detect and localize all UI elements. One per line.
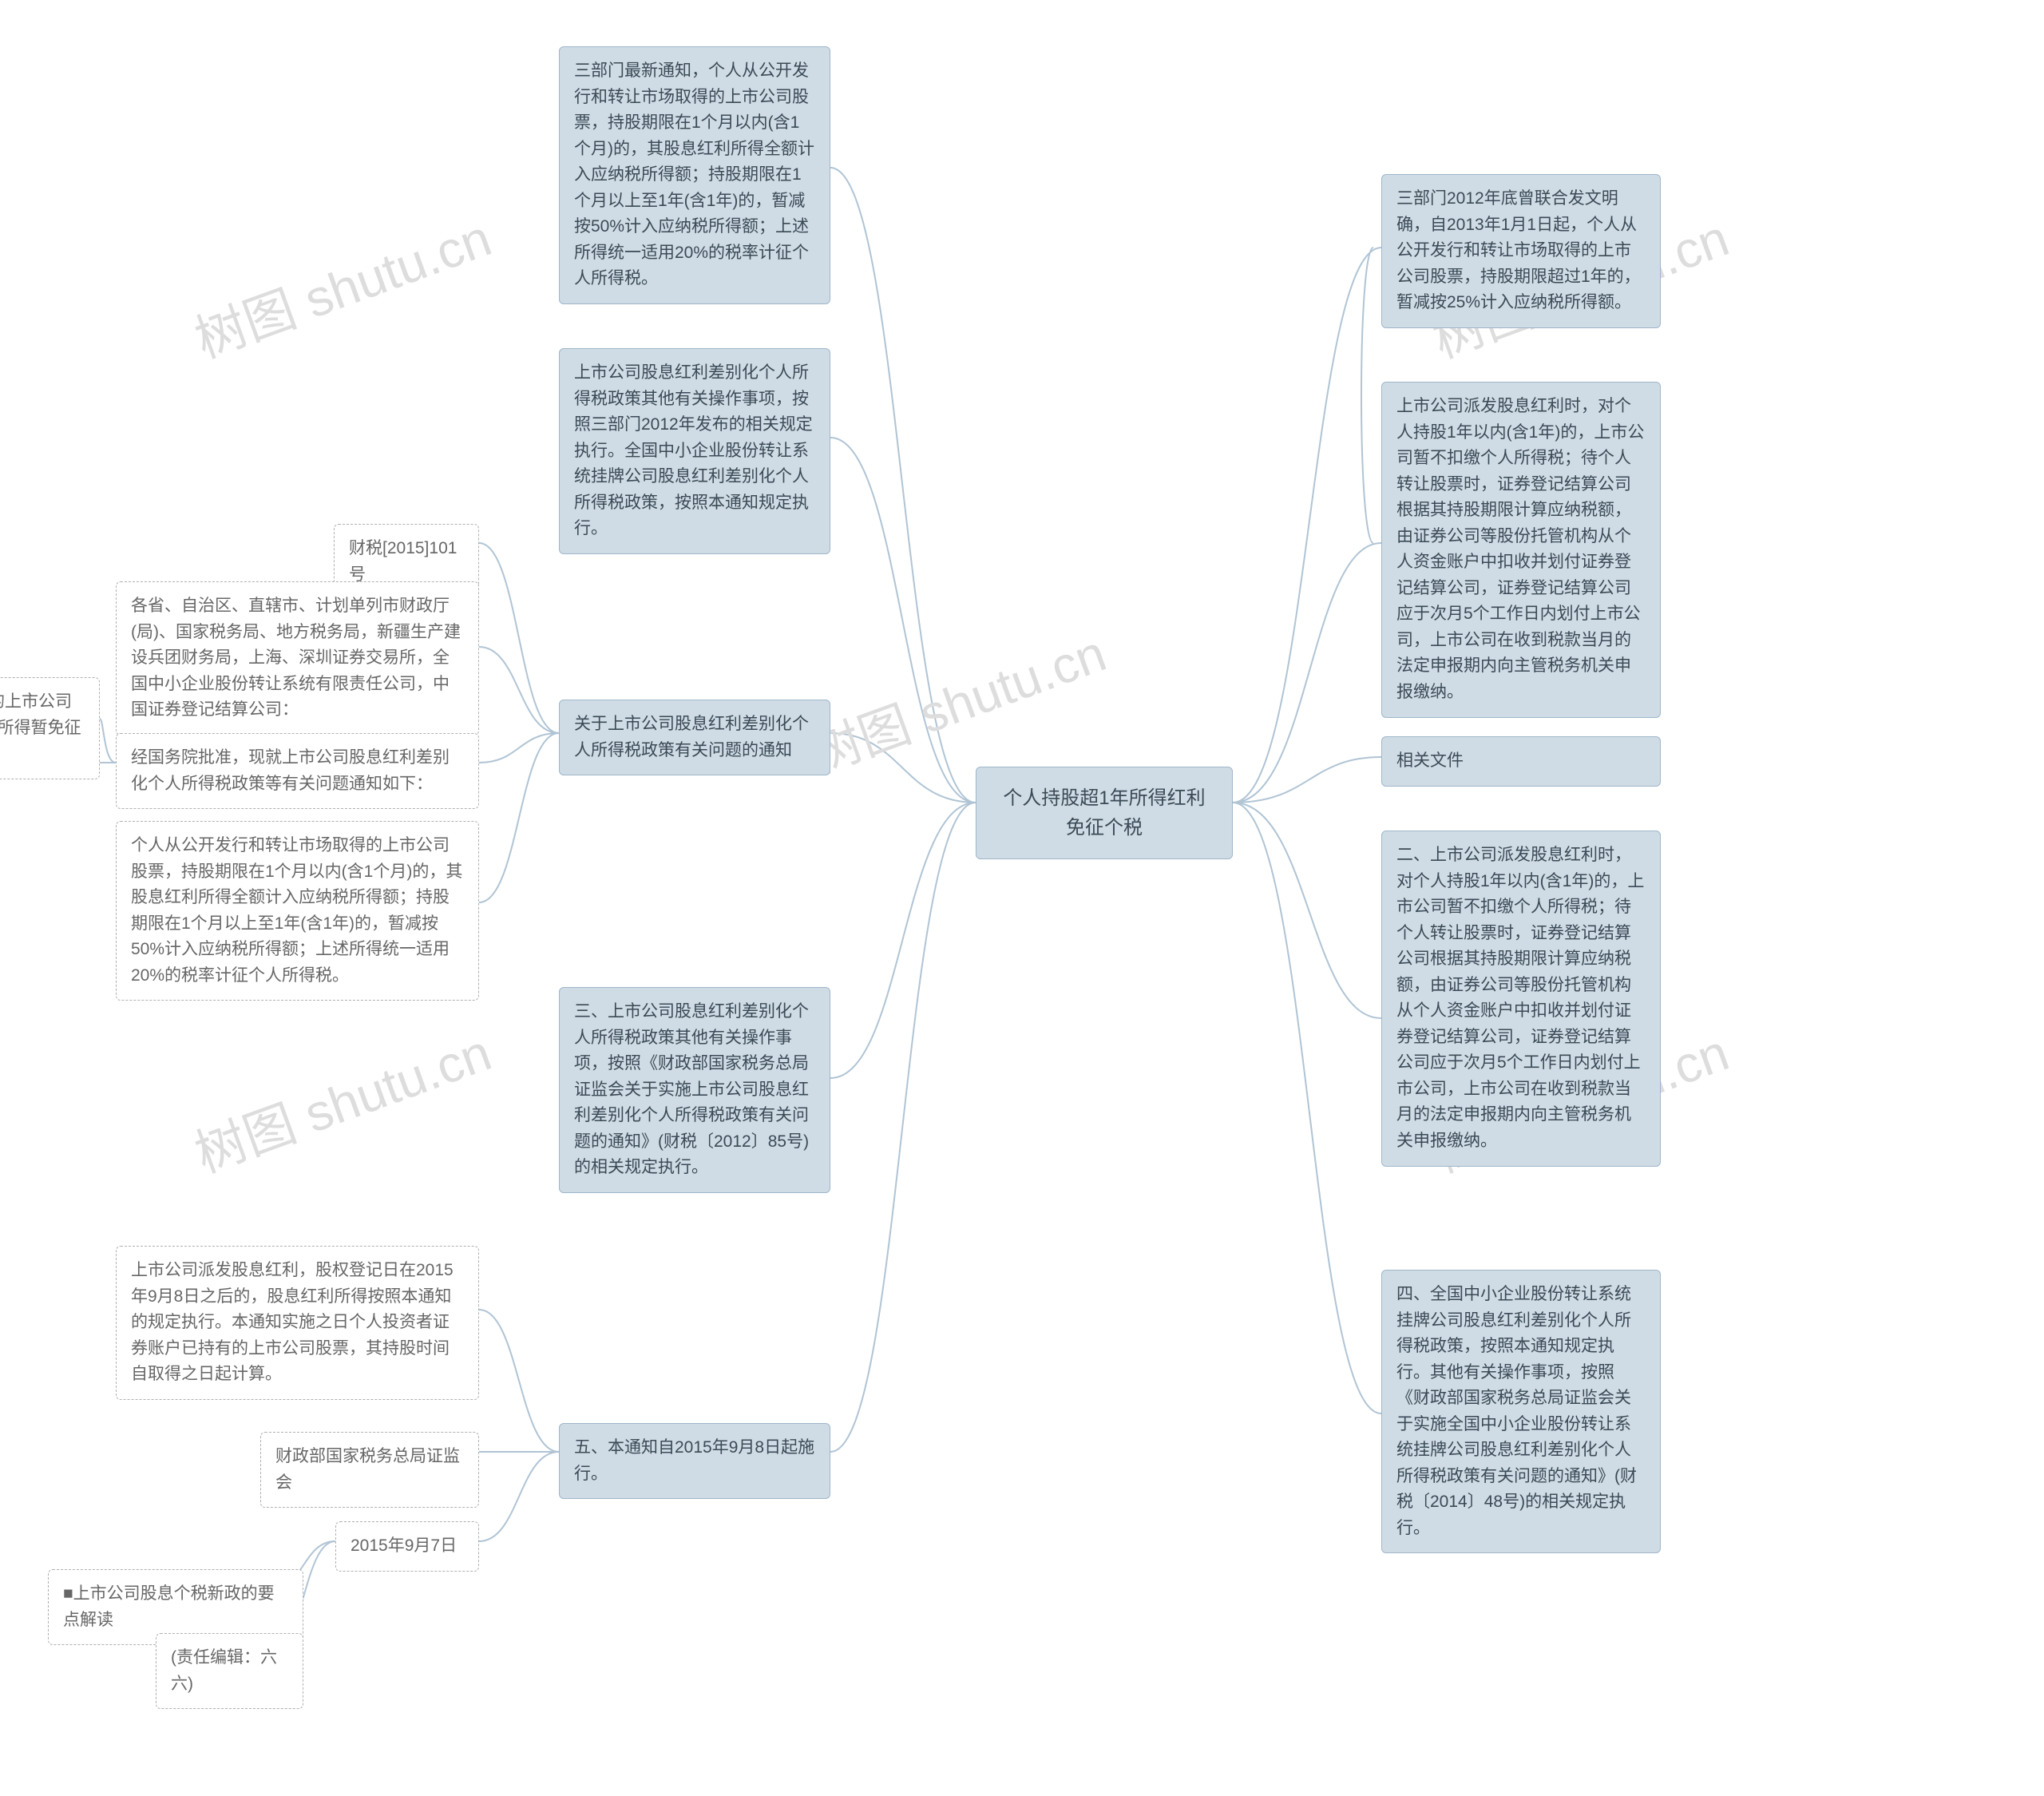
left-node-4[interactable]: 三、上市公司股息红利差别化个人所得税政策其他有关操作事项，按照《财政部国家税务总…: [559, 987, 830, 1193]
dashed-article-one-box[interactable]: 一、个人从公开发行和转让市场取得的上市公司股票，持股期限超过1年的，股息红利所得…: [0, 677, 100, 779]
right-node-1[interactable]: 三部门2012年底曾联合发文明确，自2013年1月1日起，个人从公开发行和转让市…: [1381, 174, 1661, 328]
center-node[interactable]: 个人持股超1年所得红利免征个税: [976, 767, 1233, 859]
left-node-2[interactable]: 上市公司股息红利差别化个人所得税政策其他有关操作事项，按照三部门2012年发布的…: [559, 348, 830, 554]
node-text: 五、本通知自2015年9月8日起施行。: [574, 1438, 814, 1483]
node-text: 上市公司股息红利差别化个人所得税政策其他有关操作事项，按照三部门2012年发布的…: [574, 363, 813, 537]
dashed-approved[interactable]: 经国务院批准，现就上市公司股息红利差别化个人所得税政策等有关问题通知如下：: [116, 733, 479, 809]
dashed-provinces[interactable]: 各省、自治区、直辖市、计划单列市财政厅(局)、国家税务局、地方税务局，新疆生产建…: [116, 581, 479, 735]
dashed-sept8[interactable]: 上市公司派发股息红利，股权登记日在2015年9月8日之后的，股息红利所得按照本通…: [116, 1246, 479, 1400]
node-text: 三部门2012年底曾联合发文明确，自2013年1月1日起，个人从公开发行和转让市…: [1396, 189, 1641, 311]
node-text: 上市公司派发股息红利时，对个人持股1年以内(含1年)的，上市公司暂不扣缴个人所得…: [1396, 397, 1644, 701]
dashed-paragraph-long[interactable]: 个人从公开发行和转让市场取得的上市公司股票，持股期限在1个月以内(含1个月)的，…: [116, 821, 479, 1001]
right-node-4[interactable]: 二、上市公司派发股息红利时，对个人持股1年以内(含1年)的，上市公司暂不扣缴个人…: [1381, 831, 1661, 1167]
node-text: 各省、自治区、直辖市、计划单列市财政厅(局)、国家税务局、地方税务局，新疆生产建…: [131, 597, 461, 719]
dashed-editor[interactable]: (责任编辑：六六): [156, 1633, 303, 1709]
watermark: 树图 shutu.cn: [798, 613, 1115, 787]
left-node-1[interactable]: 三部门最新通知，个人从公开发行和转让市场取得的上市公司股票，持股期限在1个月以内…: [559, 46, 830, 304]
node-text: 个人从公开发行和转让市场取得的上市公司股票，持股期限在1个月以内(含1个月)的，…: [131, 836, 462, 985]
node-text: 四、全国中小企业股份转让系统挂牌公司股息红利差别化个人所得税政策，按照本通知规定…: [1396, 1285, 1637, 1537]
node-text: ■上市公司股息个税新政的要点解读: [63, 1584, 275, 1629]
node-text: 2015年9月7日: [351, 1536, 457, 1555]
watermark: 树图 shutu.cn: [184, 1012, 500, 1187]
node-text: 财税[2015]101号: [349, 539, 457, 584]
left-node-3[interactable]: 关于上市公司股息红利差别化个人所得税政策有关问题的通知: [559, 700, 830, 775]
node-text: (责任编辑：六六): [171, 1648, 277, 1693]
left-node-5[interactable]: 五、本通知自2015年9月8日起施行。: [559, 1423, 830, 1499]
node-text: 相关文件: [1396, 751, 1464, 770]
dashed-issuer[interactable]: 财政部国家税务总局证监会: [260, 1432, 479, 1508]
node-text: 三、上市公司股息红利差别化个人所得税政策其他有关操作事项，按照《财政部国家税务总…: [574, 1002, 809, 1176]
node-text: 关于上市公司股息红利差别化个人所得税政策有关问题的通知: [574, 715, 809, 759]
watermark: 树图 shutu.cn: [184, 197, 500, 372]
node-text: 一、个人从公开发行和转让市场取得的上市公司股票，持股期限超过1年的，股息红利所得…: [0, 692, 81, 763]
center-text: 个人持股超1年所得红利免征个税: [1003, 787, 1205, 839]
node-text: 上市公司派发股息红利，股权登记日在2015年9月8日之后的，股息红利所得按照本通…: [131, 1261, 454, 1383]
node-text: 财政部国家税务总局证监会: [275, 1447, 460, 1492]
right-node-2[interactable]: 上市公司派发股息红利时，对个人持股1年以内(含1年)的，上市公司暂不扣缴个人所得…: [1381, 382, 1661, 718]
dashed-date[interactable]: 2015年9月7日: [335, 1521, 479, 1572]
right-node-5[interactable]: 四、全国中小企业股份转让系统挂牌公司股息红利差别化个人所得税政策，按照本通知规定…: [1381, 1270, 1661, 1553]
node-text: 三部门最新通知，个人从公开发行和转让市场取得的上市公司股票，持股期限在1个月以内…: [574, 61, 814, 287]
node-text: 经国务院批准，现就上市公司股息红利差别化个人所得税政策等有关问题通知如下：: [131, 748, 450, 793]
node-text: 二、上市公司派发股息红利时，对个人持股1年以内(含1年)的，上市公司暂不扣缴个人…: [1396, 846, 1644, 1150]
right-node-3[interactable]: 相关文件: [1381, 736, 1661, 787]
